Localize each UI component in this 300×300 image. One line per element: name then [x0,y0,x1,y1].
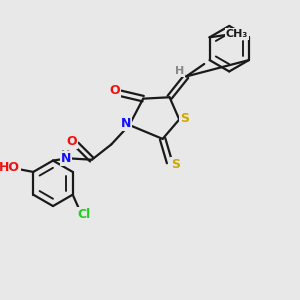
Text: O: O [66,135,77,148]
Text: H: H [175,67,184,76]
Text: CH₃: CH₃ [226,29,248,39]
Text: S: S [171,158,180,171]
Text: N: N [61,152,71,165]
Text: S: S [180,112,189,124]
Text: Cl: Cl [78,208,91,220]
Text: N: N [121,117,131,130]
Text: O: O [109,84,120,98]
Text: H: H [61,150,71,160]
Text: HO: HO [0,161,20,174]
